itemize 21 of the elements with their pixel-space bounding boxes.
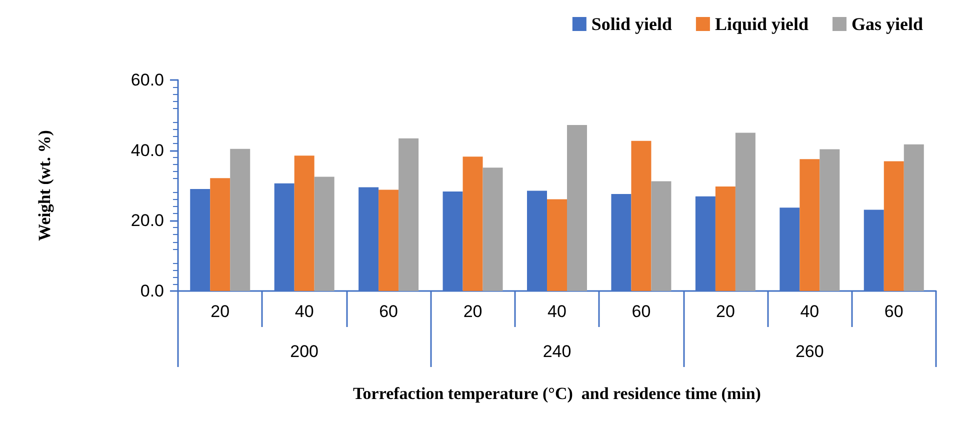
x-axis-title: Torrefaction temperature (°C) and residence time (min) <box>353 384 761 403</box>
x-tick-label: 20 <box>463 302 482 321</box>
text: 260 <box>795 342 824 361</box>
y-tick-label: 0.0 <box>140 282 164 300</box>
x-tick-label: 40 <box>800 302 820 321</box>
x-tick-label: 60 <box>379 302 398 321</box>
x-tick-label: 20 <box>210 302 230 321</box>
text: 200 <box>290 342 319 361</box>
y-tick-label: 40.0 <box>130 140 164 160</box>
x-tick-label: 20 <box>716 302 735 321</box>
y-tick-label: 20.0 <box>130 211 164 230</box>
x-tick-label: 60 <box>632 302 651 321</box>
legend-label: Liquid yield <box>714 14 808 34</box>
legend-label: Gas yield <box>851 14 924 34</box>
x-tick-label: 40 <box>548 302 566 321</box>
x-tick-label: 40 <box>294 302 314 321</box>
y-axis-title: Weight (wt. %) <box>35 130 54 241</box>
legend-label: Solid yield <box>591 14 672 34</box>
text: 240 <box>542 342 572 361</box>
y-tick-label: 60.0 <box>130 70 164 90</box>
x-tick-label: 60 <box>884 302 904 321</box>
